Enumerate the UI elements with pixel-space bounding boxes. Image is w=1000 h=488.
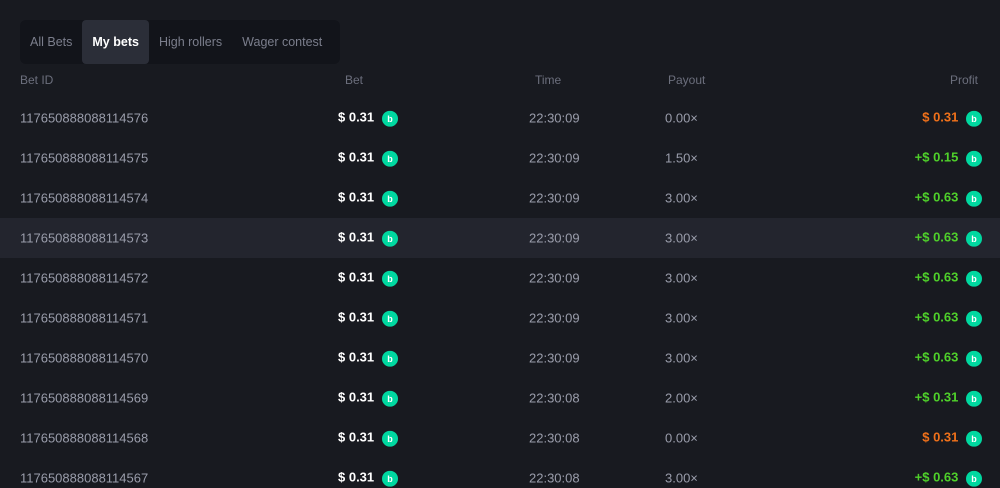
svg-text:b: b xyxy=(387,314,393,324)
svg-text:b: b xyxy=(387,394,393,404)
svg-text:b: b xyxy=(971,474,977,484)
svg-text:b: b xyxy=(971,434,977,444)
svg-text:b: b xyxy=(387,194,393,204)
svg-text:b: b xyxy=(971,194,977,204)
svg-text:b: b xyxy=(971,394,977,404)
svg-text:b: b xyxy=(971,114,977,124)
svg-text:b: b xyxy=(387,474,393,484)
svg-text:b: b xyxy=(387,114,393,124)
svg-text:b: b xyxy=(971,154,977,164)
svg-text:b: b xyxy=(387,434,393,444)
svg-text:b: b xyxy=(971,274,977,284)
svg-text:b: b xyxy=(387,154,393,164)
svg-text:b: b xyxy=(387,354,393,364)
svg-text:b: b xyxy=(387,234,393,244)
svg-text:b: b xyxy=(971,314,977,324)
svg-text:b: b xyxy=(387,274,393,284)
svg-text:b: b xyxy=(971,354,977,364)
svg-text:b: b xyxy=(971,234,977,244)
